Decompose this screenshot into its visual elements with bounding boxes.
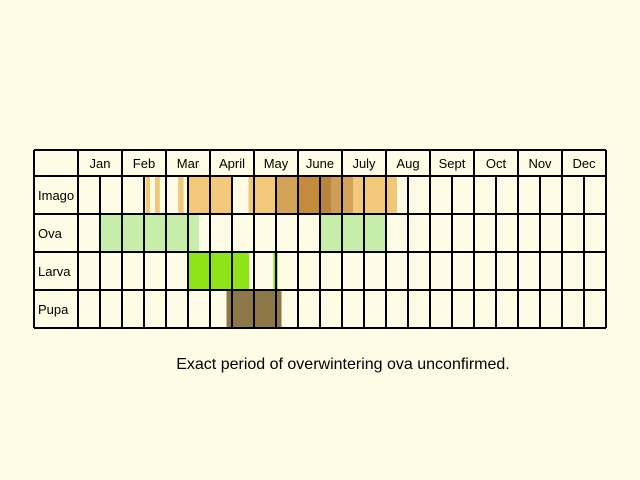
fill-imago-5 [227, 176, 232, 214]
fill-larva-1 [243, 252, 250, 290]
chart-grid [33, 149, 607, 329]
month-label: Mar [177, 156, 200, 171]
month-label: Feb [133, 156, 155, 171]
fill-larva-0 [188, 252, 243, 290]
fill-pupa-0 [226, 290, 276, 328]
month-label: Jan [90, 156, 111, 171]
fill-imago-12 [342, 176, 353, 214]
stage-label: Ova [38, 226, 63, 241]
fill-imago-14 [364, 176, 386, 214]
month-label: June [306, 156, 334, 171]
fill-imago-11 [331, 176, 342, 214]
month-label: July [352, 156, 376, 171]
fill-imago-3 [188, 176, 210, 214]
fill-pupa-1 [276, 290, 282, 328]
fill-imago-6 [248, 176, 254, 214]
month-label: April [219, 156, 245, 171]
month-label: Dec [572, 156, 596, 171]
month-label: Sept [439, 156, 466, 171]
fill-imago-15 [386, 176, 397, 214]
fill-imago-4 [210, 176, 228, 214]
footnote-note: Exact period of overwintering ova unconf… [176, 356, 510, 373]
stage-label: Imago [38, 188, 74, 203]
fill-imago-13 [353, 176, 364, 214]
month-label: Aug [396, 156, 419, 171]
stage-label: Pupa [38, 302, 69, 317]
fill-imago-2 [178, 176, 184, 214]
fill-imago-8 [276, 176, 298, 214]
fill-ova-2 [320, 214, 386, 252]
month-label: Nov [528, 156, 552, 171]
stage-label: Larva [38, 264, 71, 279]
fill-imago-0 [145, 176, 150, 214]
stage-labels: Imago Ova Larva Pupa [38, 188, 74, 317]
month-header: Jan Feb Mar April May June July Aug Sept Oct Nov De… [90, 156, 597, 171]
fill-imago-7 [254, 176, 276, 214]
fill-ova-1 [188, 214, 199, 252]
month-label: May [264, 156, 289, 171]
fill-imago-10 [320, 176, 331, 214]
fill-imago-9 [298, 176, 320, 214]
fill-imago-1 [155, 176, 160, 214]
month-label: Oct [486, 156, 507, 171]
